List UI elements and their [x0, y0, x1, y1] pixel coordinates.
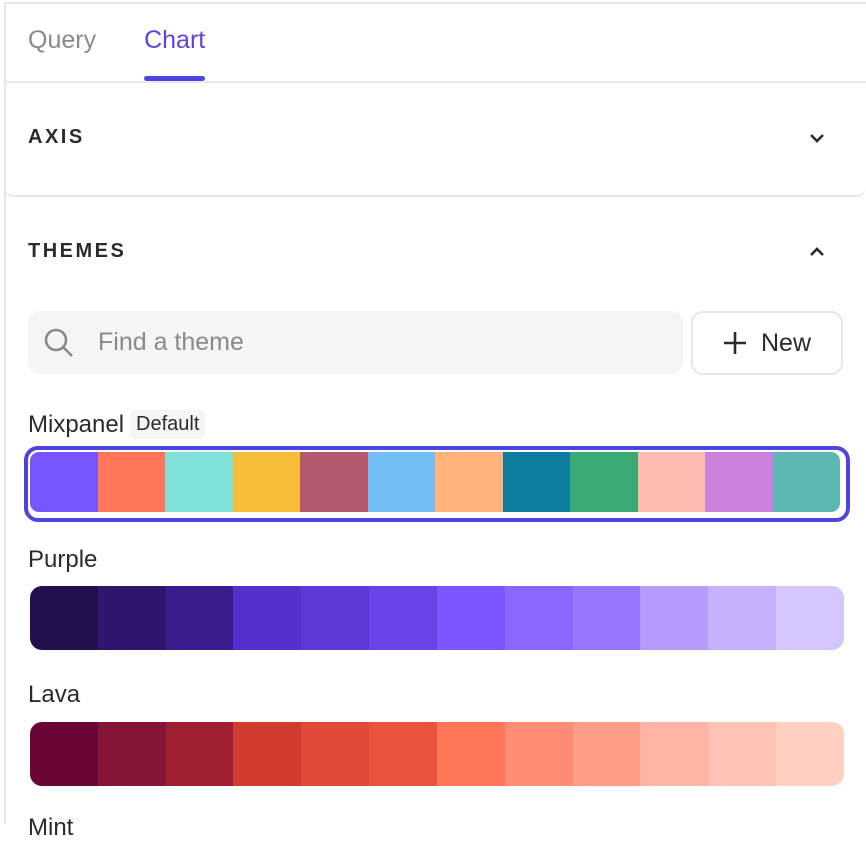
axis-section-header[interactable]: AXIS	[28, 126, 826, 149]
tab-bar: Query Chart	[28, 22, 206, 82]
color-swatch	[165, 586, 234, 650]
color-swatch	[776, 586, 844, 650]
color-swatch	[776, 722, 844, 786]
theme-label-purple: Purple	[28, 546, 97, 574]
color-swatch	[97, 586, 166, 650]
theme-name: Mixpanel	[28, 410, 125, 438]
color-swatch	[301, 586, 370, 650]
theme-label-lava: Lava	[28, 681, 80, 709]
axis-title: AXIS	[28, 126, 85, 148]
plus-icon	[723, 332, 746, 354]
color-swatch	[705, 452, 773, 512]
new-button-label: New	[760, 328, 811, 357]
theme-label-mint: Mint	[28, 814, 73, 842]
color-swatch	[504, 586, 573, 650]
theme-mixpanel-selected[interactable]	[24, 446, 850, 522]
color-swatch	[637, 452, 705, 512]
color-swatch	[97, 452, 165, 512]
color-swatch	[300, 452, 368, 512]
themes-title: THEMES	[28, 240, 127, 262]
tab-query[interactable]: Query	[28, 26, 97, 54]
theme-name: Mint	[28, 814, 74, 841]
color-swatch	[165, 452, 233, 512]
color-swatch	[367, 452, 435, 512]
color-swatch	[502, 452, 570, 512]
color-swatch	[30, 452, 98, 512]
color-swatch	[436, 586, 505, 650]
color-swatch	[436, 722, 505, 786]
color-swatch	[435, 452, 503, 512]
color-swatch	[97, 722, 166, 786]
theme-search	[28, 311, 683, 374]
color-swatch	[640, 722, 709, 786]
color-swatch	[504, 722, 573, 786]
chevron-up-icon	[810, 246, 824, 256]
theme-search-input[interactable]	[96, 327, 660, 358]
color-swatch	[233, 586, 302, 650]
color-swatch	[232, 452, 300, 512]
theme-swatch-bar[interactable]	[30, 586, 844, 650]
tab-chart[interactable]: Chart	[144, 22, 206, 82]
default-badge: Default	[130, 410, 206, 439]
color-swatch	[708, 586, 777, 650]
search-icon	[44, 328, 73, 357]
color-swatch	[30, 722, 98, 786]
chevron-down-icon	[810, 133, 824, 143]
color-swatch	[772, 452, 840, 512]
new-theme-button[interactable]: New	[691, 311, 843, 375]
theme-swatch-bar[interactable]	[30, 722, 844, 786]
theme-label-mixpanel: Mixpanel Default	[28, 410, 206, 439]
color-swatch	[30, 586, 98, 650]
color-swatch	[640, 586, 709, 650]
color-swatch	[572, 586, 641, 650]
theme-name: Purple	[28, 546, 98, 573]
theme-swatch-bar[interactable]	[28, 450, 842, 514]
panel	[4, 2, 866, 824]
themes-section-header[interactable]: THEMES	[28, 240, 826, 263]
color-swatch	[301, 722, 370, 786]
axis-section	[4, 83, 866, 197]
color-swatch	[708, 722, 777, 786]
theme-name: Lava	[28, 681, 81, 708]
color-swatch	[572, 722, 641, 786]
color-swatch	[233, 722, 302, 786]
color-swatch	[369, 722, 437, 786]
divider	[4, 81, 866, 83]
color-swatch	[165, 722, 234, 786]
color-swatch	[570, 452, 638, 512]
color-swatch	[369, 586, 437, 650]
